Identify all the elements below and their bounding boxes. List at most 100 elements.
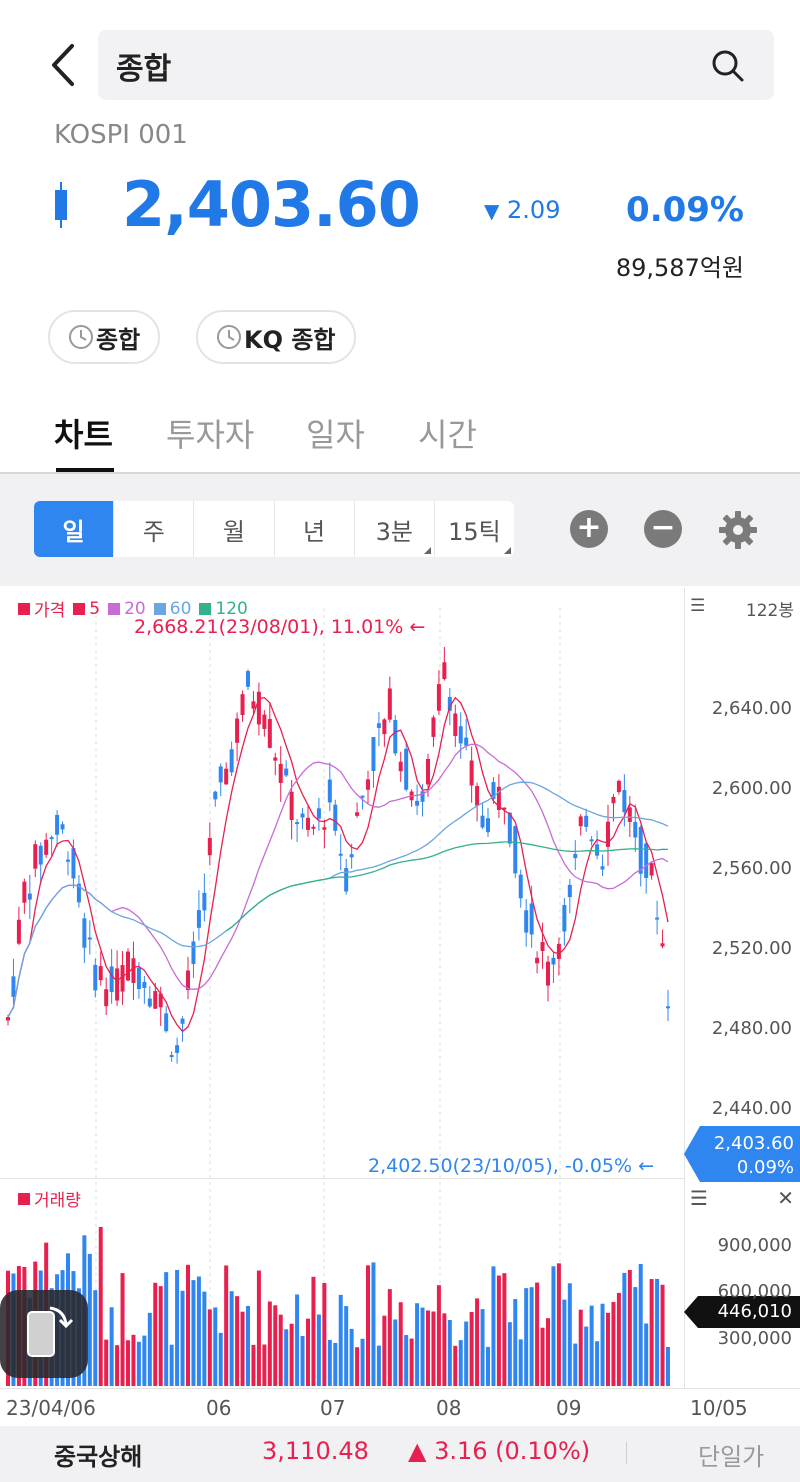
zoom-out-button[interactable]: −: [644, 510, 682, 548]
volume-tick-label: 300,000: [717, 1327, 792, 1349]
legend-label: 120: [215, 598, 248, 619]
volume-bar: [196, 1276, 201, 1386]
period-day[interactable]: 일: [34, 501, 115, 557]
candle-body: [393, 720, 398, 754]
candle-body: [126, 951, 130, 981]
candle-body: [311, 826, 316, 829]
candle-body: [196, 910, 201, 928]
volume-bar: [115, 1345, 120, 1386]
candle-body: [295, 822, 300, 825]
candle-body: [540, 941, 545, 952]
candle-body: [202, 892, 207, 911]
volume-bar: [262, 1344, 267, 1386]
candle-body: [235, 718, 240, 743]
volume-bar: [616, 1292, 621, 1386]
volume-bar: [562, 1299, 567, 1386]
volume-bar: [393, 1319, 398, 1386]
search-icon[interactable]: [708, 46, 748, 86]
volume-bar: [306, 1318, 310, 1386]
candle-body: [93, 964, 98, 991]
bottom-ticker[interactable]: [0, 1426, 800, 1482]
candlestick-chart[interactable]: [0, 588, 684, 1388]
candle-body: [71, 848, 76, 879]
candle-body: [486, 818, 490, 833]
candle-body: [546, 961, 550, 986]
legend-item: 120: [199, 598, 248, 619]
volume-bar: [584, 1326, 589, 1386]
candle-body: [229, 749, 234, 773]
ticker-mode[interactable]: 단일가: [698, 1443, 765, 1471]
index-code: KOSPI 001: [54, 120, 188, 150]
volume-bar: [104, 1339, 109, 1386]
candle-body: [453, 713, 458, 736]
rotate-screen-button[interactable]: [0, 1290, 88, 1378]
candle-body: [360, 795, 365, 798]
volume-menu: ☰ ✕: [690, 1186, 794, 1210]
period-week[interactable]: 주: [114, 501, 195, 557]
volume-bar: [229, 1291, 234, 1386]
volume-bar: [426, 1310, 430, 1386]
gear-icon[interactable]: [716, 508, 760, 552]
volume-bar: [322, 1282, 327, 1386]
time-axis: [0, 1388, 800, 1426]
candle-body: [644, 843, 649, 878]
volume-bar: [644, 1323, 649, 1386]
close-icon[interactable]: ✕: [777, 1186, 794, 1210]
menu-icon[interactable]: ☰: [690, 596, 706, 616]
menu-icon[interactable]: ☰: [690, 1186, 708, 1210]
candle-body: [535, 957, 540, 964]
y-tick-label: 2,440.00: [711, 1098, 792, 1119]
volume-bar: [496, 1275, 501, 1386]
tab-investor[interactable]: 투자자: [166, 416, 255, 454]
volume-bar: [278, 1314, 283, 1386]
back-icon[interactable]: [44, 40, 84, 90]
tab-daily[interactable]: 일자: [306, 416, 365, 454]
candle-body: [518, 874, 523, 899]
volume-bar: [606, 1312, 610, 1386]
candle-body: [475, 786, 480, 806]
x-tick-label: 08: [436, 1396, 462, 1420]
candle-body: [436, 684, 441, 711]
candle-body: [55, 814, 60, 835]
candle-body: [551, 957, 556, 965]
volume-bar: [524, 1288, 529, 1386]
candle-body: [246, 671, 250, 687]
candle-body: [115, 968, 120, 1001]
candle-body: [273, 757, 278, 761]
candle-body: [327, 779, 332, 803]
volume-bar: [546, 1318, 550, 1386]
high-annotation: 2,668.21(23/08/01), 11.01% ←: [134, 616, 425, 638]
price-change: ▼ 2.09: [484, 196, 560, 224]
period-year[interactable]: 년: [275, 501, 355, 557]
volume-bar: [142, 1335, 147, 1386]
candle-body: [224, 768, 229, 785]
chip-kospi[interactable]: 종합: [48, 310, 161, 364]
candle-body: [344, 868, 349, 892]
volume-separator: [0, 1178, 684, 1179]
candle-body: [289, 791, 294, 821]
candle-body: [573, 853, 578, 859]
chip-label: KQ 종합: [244, 325, 336, 354]
period-3min[interactable]: 3분: [355, 501, 435, 557]
x-tick-label: 06: [206, 1396, 232, 1420]
tab-time[interactable]: 시간: [418, 416, 477, 454]
volume-bar: [480, 1309, 485, 1386]
period-15tick[interactable]: 15틱: [435, 501, 514, 557]
candle-body: [186, 970, 190, 991]
x-tick-label: 07: [320, 1396, 346, 1420]
candle-body: [355, 812, 360, 816]
low-annotation-text: 2,402.50(23/10/05), -0.05%: [368, 1155, 633, 1177]
legend-swatch: [108, 602, 121, 615]
chip-kosdaq[interactable]: KQ 종합: [196, 310, 356, 364]
volume-bar: [169, 1344, 174, 1386]
search-input[interactable]: [98, 30, 774, 100]
candle-body: [256, 691, 261, 725]
zoom-in-button[interactable]: +: [570, 510, 608, 548]
candle-body: [76, 883, 81, 903]
candle-body: [633, 821, 638, 838]
tab-chart[interactable]: 차트: [54, 416, 113, 454]
volume-bar: [502, 1273, 507, 1386]
chart-legend: 가격 5 20 60 120: [18, 596, 248, 621]
period-month[interactable]: 월: [194, 501, 275, 557]
bar-count[interactable]: ☰ 122봉: [690, 596, 794, 621]
